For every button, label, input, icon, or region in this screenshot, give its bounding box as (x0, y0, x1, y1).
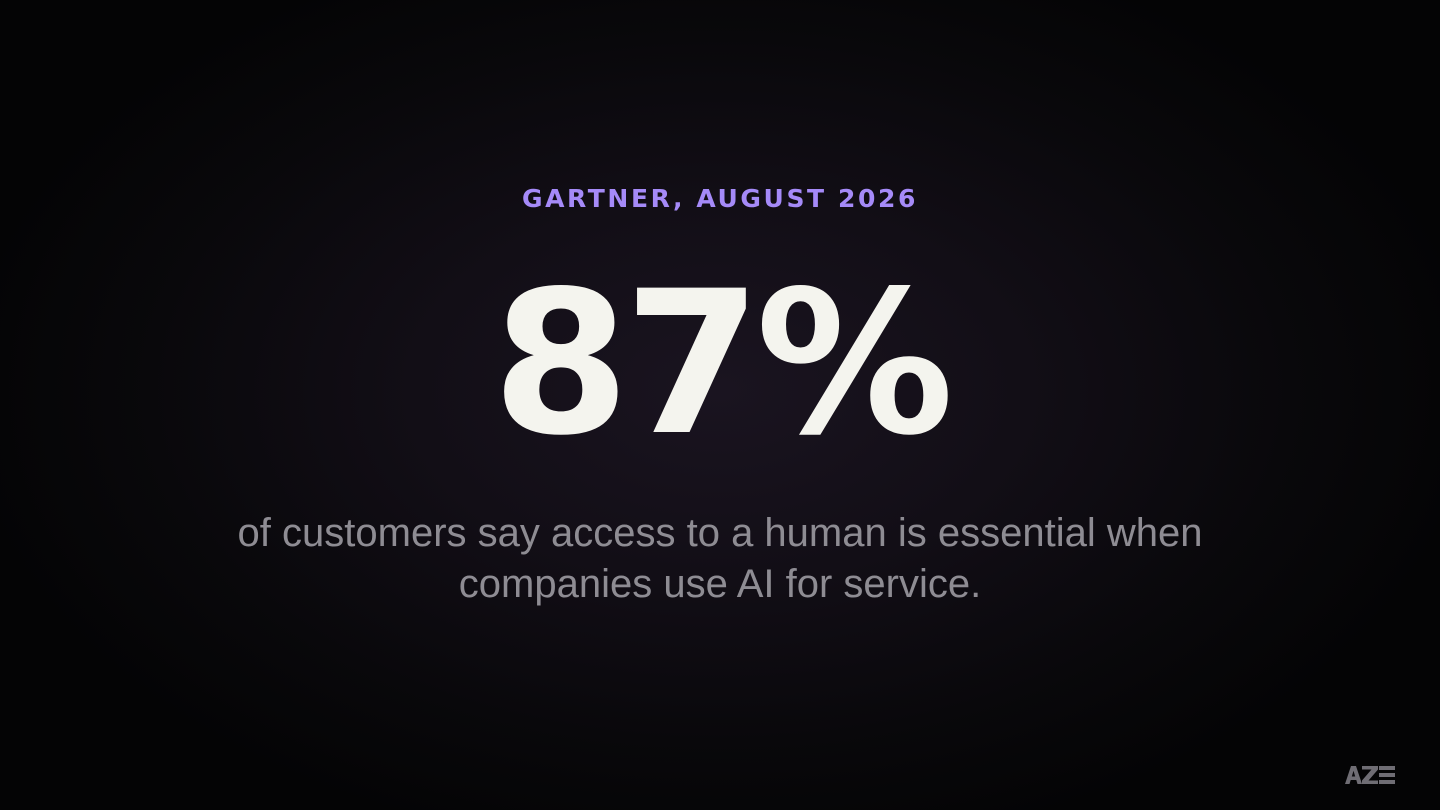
caption-line-1: of customers say access to a human is es… (237, 511, 1203, 555)
caption-line-2: companies use AI for service. (458, 562, 982, 606)
source-label: GARTNER, AUGUST 2026 (521, 184, 918, 213)
stat-value: 87% (492, 248, 954, 479)
aze-logo-icon (1345, 766, 1395, 784)
stat-caption: of customers say access to a human is es… (0, 508, 1440, 610)
